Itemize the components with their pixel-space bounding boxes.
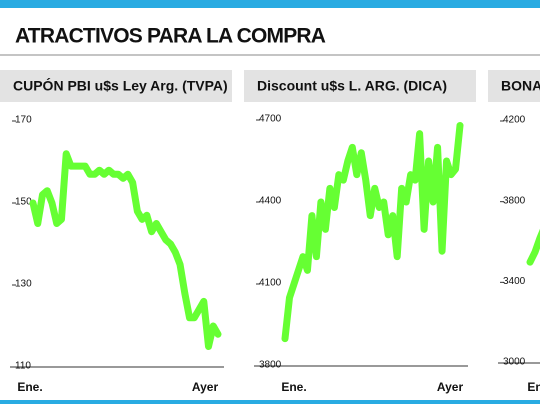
top-stripe [0,0,540,8]
charts: CUPÓN PBI u$s Ley Arg. (TVPA) 110 130 150 17… [0,70,540,394]
x-tick-label: Ene. [17,380,42,394]
panel-header [244,70,476,102]
panel-header [0,70,232,102]
panel-title: Discount u$s L. ARG. (DICA) [257,78,447,94]
x-tick-label: Ene. [281,380,306,394]
x-tick-label: Ayer [437,380,464,394]
price-line [29,150,222,350]
price-line [281,121,464,343]
x-tick-label: Ene. [527,380,540,394]
y-tick-label: 110 [15,361,31,372]
y-tick-label: 170 [15,115,32,126]
y-tick-label: 3000 [503,357,526,368]
panel-title: BONA [501,78,540,94]
y-tick-label: 3800 [503,195,526,206]
y-tick-label: 130 [15,279,32,290]
y-tick-label: 4400 [259,196,282,207]
y-tick-label: 4700 [259,114,282,125]
y-tick-label: 150 [15,197,32,208]
page-title: ATRACTIVOS PARA LA COMPRA [15,25,326,48]
x-tick-label: Ayer [192,380,219,394]
y-tick-label: 3400 [503,276,526,287]
price-line [526,228,540,266]
y-tick-label: 4200 [503,115,526,126]
panel-header [488,70,540,102]
y-tick-label: 3800 [259,360,282,371]
panel-title: CUPÓN PBI u$s Ley Arg. (TVPA) [13,77,228,94]
y-tick-label: 4100 [259,278,282,289]
